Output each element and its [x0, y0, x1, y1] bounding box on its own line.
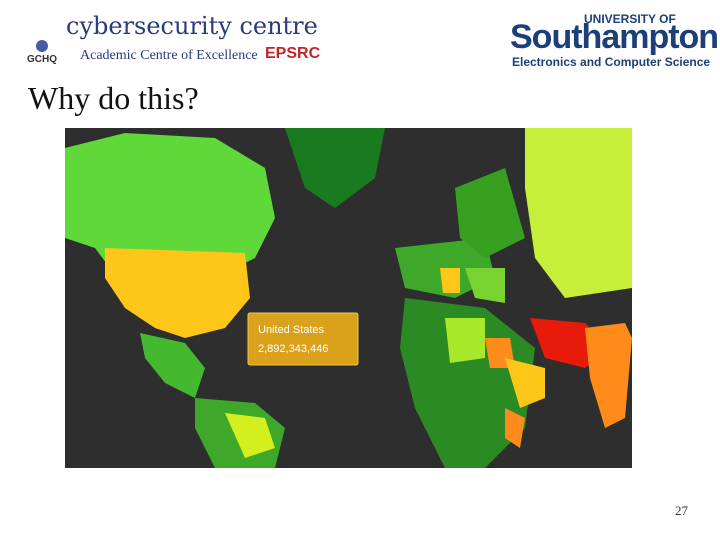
centre-name: cybersecurity centre — [66, 12, 318, 40]
page-number: 27 — [675, 503, 688, 518]
ace-label: Academic Centre of Excellence — [80, 48, 258, 63]
epsrc-logo: EPSRC — [265, 45, 321, 62]
uni-of: UNIVERSITY OF — [584, 12, 676, 26]
gchq-label: GCHQ — [27, 54, 57, 65]
slide-title: Why do this? — [28, 80, 199, 116]
tooltip-country: United States — [258, 324, 325, 336]
department: Electronics and Computer Science — [512, 55, 711, 69]
uni-name: Southampton — [510, 18, 719, 56]
map-tooltip — [247, 312, 359, 366]
tooltip-count: 2,892,343,446 — [258, 343, 328, 355]
gchq-logo: GCHQ — [27, 40, 57, 65]
world-map: United States 2,892,343,446 — [65, 128, 632, 468]
